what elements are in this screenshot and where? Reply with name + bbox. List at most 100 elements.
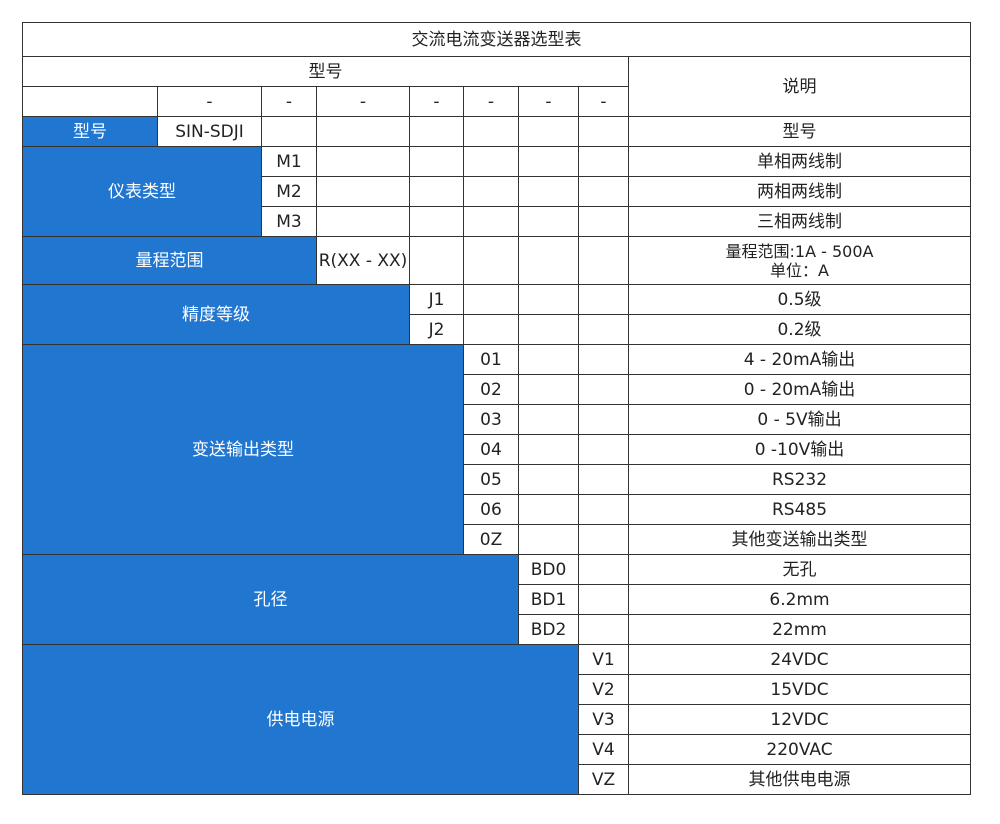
table-row: 03 0 - 5V输出 (23, 404, 971, 435)
description-cell: 0.2级 (628, 314, 971, 345)
empty-cell (578, 404, 629, 435)
table-row: J2 0.2级 (23, 314, 971, 345)
description-cell: 单相两线制 (628, 146, 971, 177)
description-cell: 量程范围:1A - 500A 单位：A (628, 236, 971, 285)
table-row: V2 15VDC (23, 674, 971, 705)
description-cell: RS485 (628, 494, 971, 525)
empty-cell (578, 314, 629, 345)
empty-cell (518, 314, 579, 345)
code-cell: 03 (463, 404, 519, 435)
code-cell: 04 (463, 434, 519, 465)
code-cell: V3 (578, 704, 629, 735)
description-line: 量程范围:1A - 500A (725, 241, 874, 261)
description-cell: 12VDC (628, 704, 971, 735)
category-cell: 供电电源 (22, 644, 579, 795)
description-cell: RS232 (628, 464, 971, 495)
empty-cell (518, 344, 579, 375)
empty-cell (518, 464, 579, 495)
empty-cell (463, 116, 519, 147)
title-row: 交流电流变送器选型表 (22, 22, 971, 57)
table-title: 交流电流变送器选型表 (22, 22, 971, 57)
table-row: 变送输出类型 01 4 - 20mA输出 (22, 344, 971, 555)
empty-cell (261, 116, 317, 147)
code-cell: V1 (578, 644, 629, 675)
table-row: M3 三相两线制 (23, 206, 971, 237)
empty-cell (578, 284, 629, 315)
description-cell: 6.2mm (628, 584, 971, 615)
description-cell: 22mm (628, 614, 971, 645)
separator-cell: - (409, 86, 464, 117)
empty-cell (463, 284, 519, 315)
table-row: 仪表类型 M1 单相两线制 (22, 146, 971, 237)
category-cell: 变送输出类型 (22, 344, 464, 555)
code-cell: 06 (463, 494, 519, 525)
code-cell: 01 (463, 344, 519, 375)
empty-cell (316, 146, 410, 177)
description-cell: 其他供电电源 (628, 764, 971, 795)
description-line: 单位：A (770, 260, 829, 280)
code-cell: V2 (578, 674, 629, 705)
empty-cell (578, 554, 629, 585)
separator-cell: - (261, 86, 317, 117)
empty-cell (518, 494, 579, 525)
empty-cell (463, 206, 519, 237)
code-cell: M3 (261, 206, 317, 237)
description-cell: 0 - 5V输出 (628, 404, 971, 435)
empty-cell (578, 584, 629, 615)
empty-cell (578, 614, 629, 645)
empty-cell (518, 176, 579, 207)
empty-cell (518, 404, 579, 435)
empty-cell (316, 206, 410, 237)
table-row: V4 220VAC (23, 734, 971, 765)
empty-cell (409, 116, 464, 147)
empty-cell (409, 176, 464, 207)
code-cell: 0Z (463, 524, 519, 555)
category-cell: 精度等级 (22, 284, 410, 345)
empty-cell (578, 374, 629, 405)
empty-cell (463, 314, 519, 345)
category-cell: 仪表类型 (22, 146, 262, 237)
separator-cell: - (518, 86, 579, 117)
separator-cell: - (316, 86, 410, 117)
description-cell: 0 - 20mA输出 (628, 374, 971, 405)
empty-cell (518, 236, 579, 285)
table-row: 05 RS232 (23, 464, 971, 495)
empty-cell (518, 284, 579, 315)
empty-cell (463, 176, 519, 207)
code-cell: 05 (463, 464, 519, 495)
empty-cell (316, 176, 410, 207)
code-cell: BD0 (518, 554, 579, 585)
category-cell: 量程范围 (22, 236, 317, 285)
empty-cell (578, 464, 629, 495)
table-row: 孔径 BD0 无孔 (22, 554, 971, 645)
table-row: 量程范围 R(XX - XX) 量程范围:1A - 500A 单位：A (22, 236, 971, 285)
empty-cell (578, 146, 629, 177)
table-row: 06 RS485 (23, 494, 971, 525)
code-cell: V4 (578, 734, 629, 765)
empty-cell (409, 206, 464, 237)
table-row: 型号 SIN-SDJI 型号 (22, 116, 971, 147)
empty-cell (578, 524, 629, 555)
code-cell: M1 (261, 146, 317, 177)
description-cell: 220VAC (628, 734, 971, 765)
separator-cell: - (463, 86, 519, 117)
separator-cell: - (578, 86, 629, 117)
empty-cell (518, 434, 579, 465)
description-cell: 0 -10V输出 (628, 434, 971, 465)
empty-cell (578, 176, 629, 207)
empty-cell (518, 374, 579, 405)
description-header: 说明 (628, 56, 971, 117)
empty-cell (578, 116, 629, 147)
description-cell: 三相两线制 (628, 206, 971, 237)
table-row: 02 0 - 20mA输出 (23, 374, 971, 405)
selection-table: 交流电流变送器选型表 型号 说明 - - - - - - - 型号 SIN-SDJ… (22, 22, 971, 795)
description-cell: 型号 (628, 116, 971, 147)
empty-cell (518, 524, 579, 555)
table-row: 0Z 其他变送输出类型 (23, 524, 971, 555)
model-header: 型号 (22, 56, 629, 87)
description-cell: 24VDC (628, 644, 971, 675)
empty-cell (518, 206, 579, 237)
description-cell: 0.5级 (628, 284, 971, 315)
code-cell: VZ (578, 764, 629, 795)
description-cell: 两相两线制 (628, 176, 971, 207)
